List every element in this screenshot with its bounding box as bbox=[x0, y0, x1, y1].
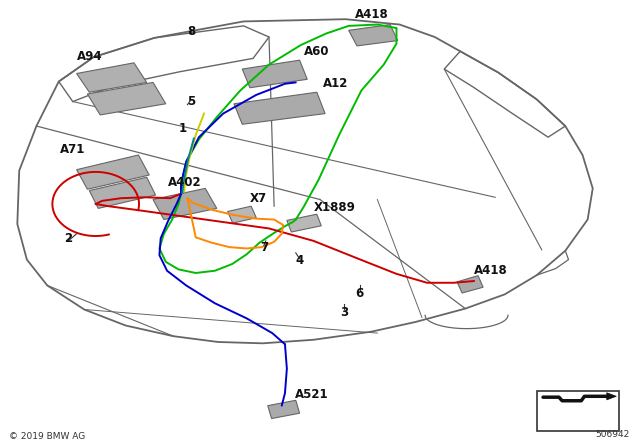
Text: 6: 6 bbox=[355, 287, 364, 300]
Polygon shape bbox=[77, 63, 147, 92]
Text: 8: 8 bbox=[187, 25, 195, 38]
Text: 2: 2 bbox=[64, 232, 72, 245]
Bar bbox=[537, 391, 620, 431]
Polygon shape bbox=[153, 188, 217, 220]
Polygon shape bbox=[457, 276, 483, 293]
Text: X1889: X1889 bbox=[314, 201, 355, 214]
Polygon shape bbox=[228, 206, 256, 223]
Polygon shape bbox=[90, 177, 156, 208]
Text: A94: A94 bbox=[77, 50, 102, 63]
Text: © 2019 BMW AG: © 2019 BMW AG bbox=[9, 432, 85, 441]
Text: X7: X7 bbox=[250, 192, 267, 205]
Polygon shape bbox=[268, 401, 300, 418]
Text: 506942: 506942 bbox=[595, 430, 629, 439]
Polygon shape bbox=[77, 155, 149, 189]
Polygon shape bbox=[243, 60, 307, 88]
Text: A60: A60 bbox=[304, 45, 330, 58]
Text: A71: A71 bbox=[60, 143, 85, 156]
Text: 4: 4 bbox=[296, 254, 304, 267]
Polygon shape bbox=[234, 92, 325, 124]
Text: 5: 5 bbox=[187, 95, 195, 108]
Text: A418: A418 bbox=[474, 263, 508, 276]
Polygon shape bbox=[349, 25, 397, 46]
Polygon shape bbox=[607, 393, 616, 400]
Polygon shape bbox=[287, 214, 321, 232]
Text: A418: A418 bbox=[355, 9, 388, 22]
Text: 3: 3 bbox=[340, 306, 348, 319]
Text: A521: A521 bbox=[294, 388, 328, 401]
Text: 7: 7 bbox=[260, 241, 268, 254]
Text: A12: A12 bbox=[323, 78, 349, 90]
Text: 1: 1 bbox=[179, 122, 187, 135]
Polygon shape bbox=[88, 82, 166, 115]
Text: A402: A402 bbox=[168, 176, 202, 189]
